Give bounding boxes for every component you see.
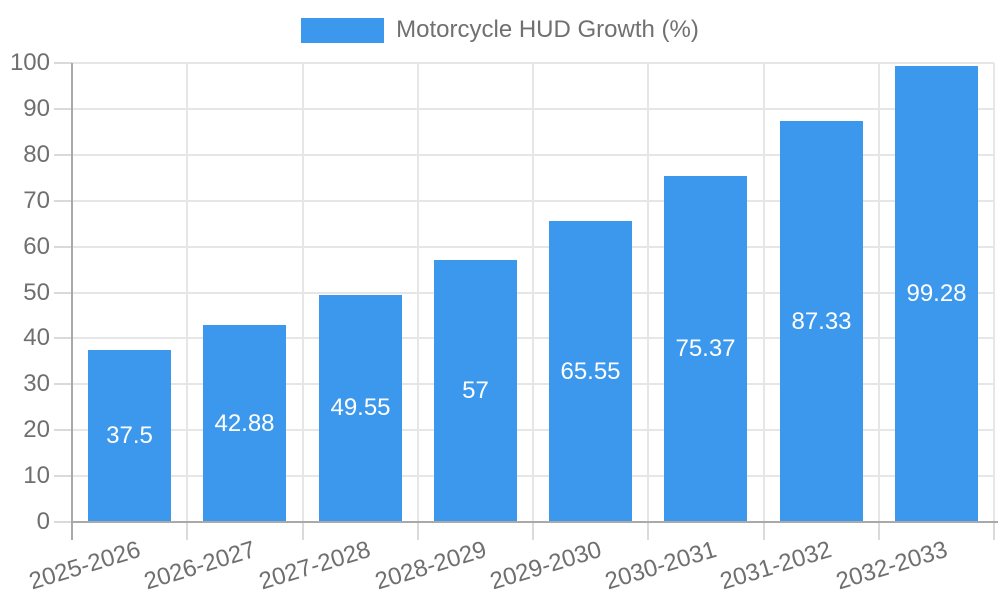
gridline-vertical bbox=[186, 63, 189, 522]
gridline-vertical bbox=[416, 63, 419, 522]
x-axis-tick-label: 2032-2033 bbox=[832, 536, 951, 596]
gridline-vertical bbox=[532, 63, 534, 522]
gridline-vertical bbox=[301, 63, 304, 522]
bar[interactable] bbox=[88, 349, 171, 522]
y-axis-tick bbox=[54, 429, 72, 432]
bar[interactable] bbox=[319, 294, 402, 522]
y-axis-tick bbox=[54, 62, 72, 64]
bar[interactable] bbox=[549, 221, 632, 522]
y-axis-tick-label: 90 bbox=[23, 94, 50, 122]
gridline-vertical bbox=[993, 63, 995, 522]
bar[interactable] bbox=[664, 176, 747, 522]
x-axis-tick-label: 2026-2027 bbox=[141, 536, 259, 596]
y-axis-tick-label: 0 bbox=[36, 508, 50, 535]
y-axis-tick bbox=[54, 153, 72, 156]
y-axis-tick bbox=[54, 475, 72, 478]
y-axis-tick bbox=[54, 337, 72, 340]
y-axis-tick-label: 60 bbox=[23, 232, 50, 260]
x-axis-tick-label: 2030-2031 bbox=[602, 536, 720, 596]
bar[interactable] bbox=[434, 260, 517, 522]
x-axis-tick bbox=[647, 522, 650, 540]
bar[interactable] bbox=[203, 325, 286, 522]
y-axis-tick-label: 30 bbox=[23, 370, 50, 398]
y-axis-line bbox=[71, 63, 73, 540]
gridline-vertical bbox=[762, 63, 765, 522]
x-axis-tick bbox=[532, 522, 534, 540]
x-axis-tick-label: 2027-2028 bbox=[256, 536, 375, 596]
x-axis-tick-label: 2029-2030 bbox=[486, 536, 605, 596]
legend-item[interactable]: Motorcycle HUD Growth (%) bbox=[0, 16, 1000, 44]
x-axis-line bbox=[71, 521, 998, 523]
x-axis-tick-label: 2028-2029 bbox=[371, 536, 490, 596]
y-axis-tick-label: 80 bbox=[23, 140, 50, 168]
y-axis-tick bbox=[54, 245, 72, 248]
y-axis-tick bbox=[54, 383, 72, 386]
y-axis-tick bbox=[54, 107, 72, 110]
x-axis-tick bbox=[301, 522, 304, 540]
y-axis-tick-label: 20 bbox=[23, 416, 50, 444]
legend-swatch bbox=[301, 17, 385, 43]
y-axis-tick-label: 100 bbox=[9, 49, 50, 76]
bar[interactable] bbox=[780, 121, 863, 522]
y-axis-tick-label: 40 bbox=[23, 324, 50, 352]
x-axis-tick-label: 2031-2032 bbox=[717, 536, 836, 596]
x-axis-tick bbox=[416, 522, 419, 540]
x-axis-tick bbox=[186, 522, 189, 540]
y-axis-tick-label: 50 bbox=[23, 278, 50, 306]
y-axis-tick bbox=[54, 199, 72, 202]
x-axis-tick bbox=[762, 522, 765, 540]
legend-label: Motorcycle HUD Growth (%) bbox=[396, 16, 699, 43]
x-axis-tick bbox=[993, 522, 995, 540]
bar[interactable] bbox=[895, 66, 978, 522]
y-axis-tick bbox=[54, 291, 72, 294]
y-axis-tick bbox=[54, 521, 72, 523]
gridline-vertical bbox=[877, 63, 880, 522]
gridline-vertical bbox=[647, 63, 650, 522]
x-axis-tick bbox=[877, 522, 880, 540]
y-axis-tick-label: 70 bbox=[23, 186, 50, 214]
y-axis-tick-label: 10 bbox=[23, 462, 50, 490]
x-axis-tick-label: 2025-2026 bbox=[25, 536, 144, 596]
